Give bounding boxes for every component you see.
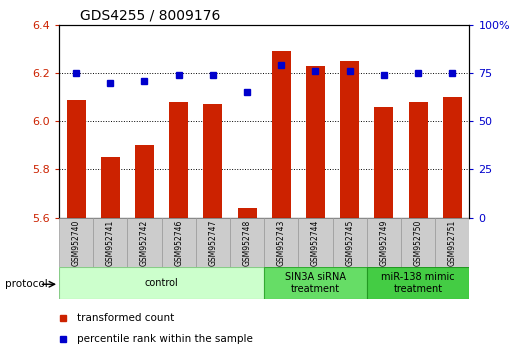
Bar: [59, 267, 264, 299]
Bar: [169, 102, 188, 218]
Text: GSM952748: GSM952748: [243, 219, 251, 266]
Text: GSM952742: GSM952742: [140, 219, 149, 266]
Bar: [340, 61, 359, 218]
Text: GSM952744: GSM952744: [311, 219, 320, 266]
Bar: [127, 218, 162, 267]
Bar: [264, 218, 299, 267]
Bar: [101, 158, 120, 218]
Bar: [264, 267, 367, 299]
Text: percentile rank within the sample: percentile rank within the sample: [77, 334, 253, 344]
Text: GSM952746: GSM952746: [174, 219, 183, 266]
Bar: [93, 218, 127, 267]
Bar: [67, 99, 86, 218]
Text: GSM952741: GSM952741: [106, 219, 115, 266]
Bar: [409, 102, 427, 218]
Bar: [230, 218, 264, 267]
Bar: [196, 218, 230, 267]
Text: GDS4255 / 8009176: GDS4255 / 8009176: [80, 8, 220, 22]
Text: control: control: [145, 278, 179, 288]
Bar: [272, 51, 291, 218]
Text: protocol: protocol: [5, 279, 48, 289]
Text: transformed count: transformed count: [77, 313, 175, 323]
Text: SIN3A siRNA
treatment: SIN3A siRNA treatment: [285, 272, 346, 294]
Text: GSM952749: GSM952749: [380, 219, 388, 266]
Bar: [401, 218, 435, 267]
Bar: [162, 218, 196, 267]
Text: GSM952743: GSM952743: [277, 219, 286, 266]
Bar: [332, 218, 367, 267]
Bar: [306, 66, 325, 218]
Bar: [59, 218, 93, 267]
Text: miR-138 mimic
treatment: miR-138 mimic treatment: [381, 272, 455, 294]
Bar: [374, 107, 393, 218]
Text: GSM952747: GSM952747: [208, 219, 218, 266]
Bar: [367, 218, 401, 267]
Bar: [435, 218, 469, 267]
Text: GSM952751: GSM952751: [448, 219, 457, 266]
Text: GSM952750: GSM952750: [413, 219, 423, 266]
Bar: [443, 97, 462, 218]
Bar: [238, 208, 256, 218]
Bar: [299, 218, 332, 267]
Text: GSM952740: GSM952740: [72, 219, 81, 266]
Bar: [204, 104, 222, 218]
Text: GSM952745: GSM952745: [345, 219, 354, 266]
Bar: [135, 145, 154, 218]
Bar: [367, 267, 469, 299]
